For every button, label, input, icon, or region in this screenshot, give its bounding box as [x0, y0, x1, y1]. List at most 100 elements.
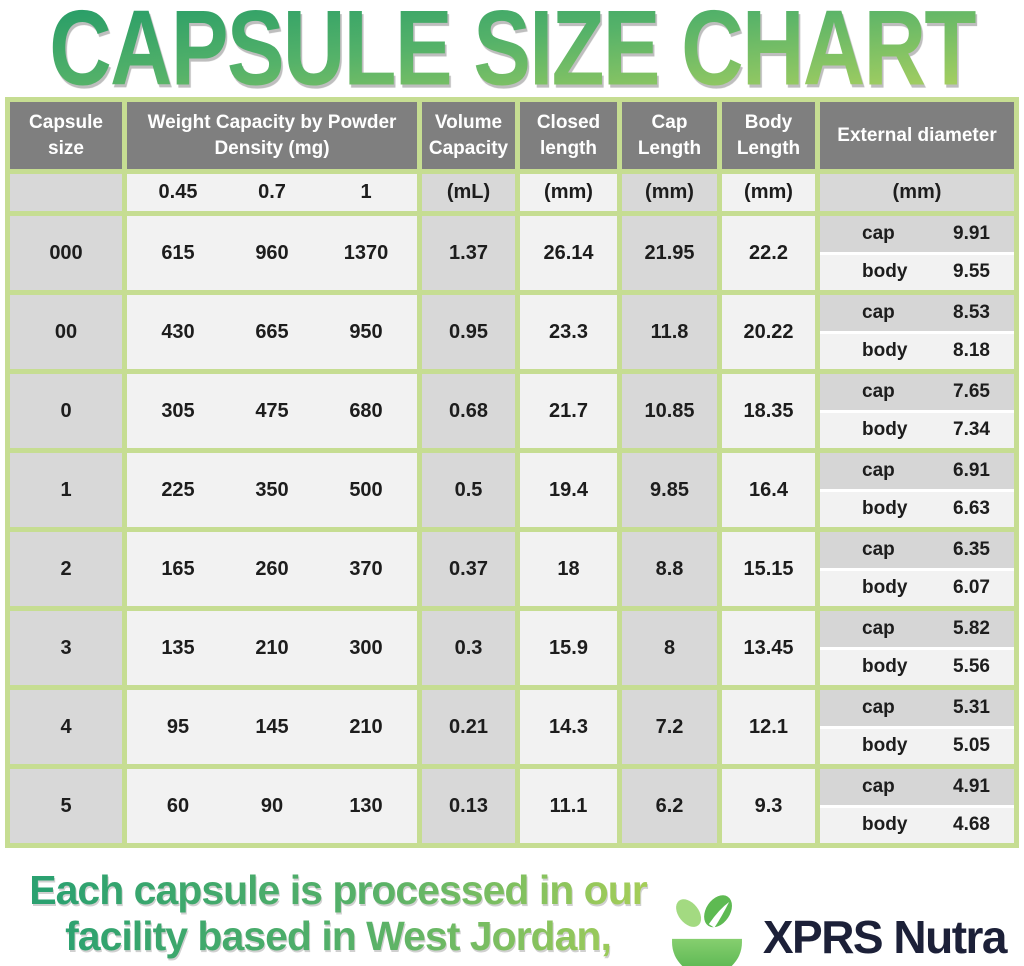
- weight-at-0.45-value: 165: [161, 557, 195, 580]
- capsule-size-value: 5: [10, 769, 122, 843]
- units-body: (mm): [722, 174, 815, 211]
- volume-capacity-value: 0.37: [422, 532, 515, 606]
- volume-capacity-value: 0.13: [422, 769, 515, 843]
- weight-at-0.45-value: 95: [166, 715, 190, 738]
- cap-sublabel: cap: [862, 301, 895, 323]
- external-cap-subrow: cap 9.91: [820, 216, 1014, 252]
- weight-values-cell: 225 350 500: [127, 453, 417, 527]
- body-length-value: 15.15: [722, 532, 815, 606]
- body-sublabel: body: [862, 814, 908, 836]
- external-diameter-cell: cap 5.82 body 5.56: [820, 611, 1014, 685]
- capsule-size-value: 4: [10, 690, 122, 764]
- weight-at-0.7-value: 665: [255, 320, 289, 343]
- external-body-value: 4.68: [953, 814, 990, 836]
- weight-at-0.7-value: 475: [255, 399, 289, 422]
- units-volume: (mL): [422, 174, 515, 211]
- weight-at-1-value: 950: [349, 320, 383, 343]
- units-closed: (mm): [520, 174, 617, 211]
- table-units-row: 0.45 0.7 1 (mL) (mm) (mm) (mm) (mm): [10, 174, 1014, 211]
- weight-at-1-value: 1370: [343, 241, 389, 264]
- body-length-value: 12.1: [722, 690, 815, 764]
- external-cap-value: 9.91: [953, 222, 990, 244]
- closed-length-value: 11.1: [520, 769, 617, 843]
- body-length-value: 16.4: [722, 453, 815, 527]
- table-body: 000 615 960 1370 1.37 26.14 21.95 22.2 c…: [10, 216, 1014, 843]
- weight-at-0.7-value: 260: [255, 557, 289, 580]
- body-length-value: 18.35: [722, 374, 815, 448]
- external-body-value: 9.55: [953, 261, 990, 283]
- external-cap-value: 6.91: [953, 459, 990, 481]
- weight-values-cell: 95 145 210: [127, 690, 417, 764]
- units-density-cell: 0.45 0.7 1: [127, 174, 417, 211]
- external-body-subrow: body 6.07: [820, 570, 1014, 606]
- density-0.45-label: 0.45: [158, 181, 198, 203]
- header-volume-capacity: Volume Capacity: [422, 102, 515, 169]
- external-body-subrow: body 8.18: [820, 333, 1014, 369]
- body-sublabel: body: [862, 340, 908, 362]
- external-body-value: 5.56: [953, 656, 990, 678]
- weight-at-1-value: 130: [349, 794, 383, 817]
- table-row: 000 615 960 1370 1.37 26.14 21.95 22.2 c…: [10, 216, 1014, 290]
- external-cap-subrow: cap 5.31: [820, 690, 1014, 726]
- weight-at-0.7-value: 960: [255, 241, 289, 264]
- body-sublabel: body: [862, 577, 908, 599]
- cap-sublabel: cap: [862, 538, 895, 560]
- external-cap-subrow: cap 8.53: [820, 295, 1014, 331]
- density-0.7-label: 0.7: [258, 181, 286, 203]
- body-sublabel: body: [862, 419, 908, 441]
- closed-length-value: 23.3: [520, 295, 617, 369]
- external-body-value: 8.18: [953, 340, 990, 362]
- external-diameter-cell: cap 5.31 body 5.05: [820, 690, 1014, 764]
- units-cap: (mm): [622, 174, 717, 211]
- capsule-size-value: 0: [10, 374, 122, 448]
- external-diameter-cell: cap 8.53 body 8.18: [820, 295, 1014, 369]
- external-cap-value: 4.91: [953, 775, 990, 797]
- external-diameter-cell: cap 6.35 body 6.07: [820, 532, 1014, 606]
- capsule-size-value: 1: [10, 453, 122, 527]
- external-body-subrow: body 5.56: [820, 649, 1014, 685]
- body-sublabel: body: [862, 656, 908, 678]
- weight-at-1-value: 300: [349, 636, 383, 659]
- cap-length-value: 8.8: [622, 532, 717, 606]
- volume-capacity-value: 0.21: [422, 690, 515, 764]
- capsule-size-value: 2: [10, 532, 122, 606]
- table-row: 0 305 475 680 0.68 21.7 10.85 18.35 cap …: [10, 374, 1014, 448]
- cap-length-value: 11.8: [622, 295, 717, 369]
- table-row: 4 95 145 210 0.21 14.3 7.2 12.1 cap 5.31: [10, 690, 1014, 764]
- header-weight-capacity: Weight Capacity by Powder Density (mg): [127, 102, 417, 169]
- external-body-subrow: body 4.68: [820, 807, 1014, 843]
- footer-tagline: Each capsule is processed in our facilit…: [18, 868, 658, 966]
- weight-at-1-value: 500: [349, 478, 383, 501]
- body-length-value: 20.22: [722, 295, 815, 369]
- weight-at-0.7-value: 145: [255, 715, 289, 738]
- external-diameter-cell: cap 7.65 body 7.34: [820, 374, 1014, 448]
- title-area: CAPSULE SIZE CHART: [0, 0, 1024, 101]
- cap-sublabel: cap: [862, 380, 895, 402]
- cap-length-value: 8: [622, 611, 717, 685]
- closed-length-value: 15.9: [520, 611, 617, 685]
- table-row: 3 135 210 300 0.3 15.9 8 13.45 cap 5.82: [10, 611, 1014, 685]
- volume-capacity-value: 1.37: [422, 216, 515, 290]
- table-row: 00 430 665 950 0.95 23.3 11.8 20.22 cap …: [10, 295, 1014, 369]
- cap-length-value: 10.85: [622, 374, 717, 448]
- header-closed-length: Closed length: [520, 102, 617, 169]
- external-cap-value: 5.31: [953, 696, 990, 718]
- weight-at-0.45-value: 60: [166, 794, 190, 817]
- closed-length-value: 18: [520, 532, 617, 606]
- tagline-line-2: facility based in West Jordan, Utah: [65, 912, 611, 959]
- weight-at-0.7-value: 90: [260, 794, 284, 817]
- external-body-subrow: body 6.63: [820, 491, 1014, 527]
- table-row: 5 60 90 130 0.13 11.1 6.2 9.3 cap 4.91: [10, 769, 1014, 843]
- cap-sublabel: cap: [862, 222, 895, 244]
- volume-capacity-value: 0.3: [422, 611, 515, 685]
- volume-capacity-value: 0.95: [422, 295, 515, 369]
- header-body-length: Body Length: [722, 102, 815, 169]
- external-body-subrow: body 9.55: [820, 254, 1014, 290]
- weight-at-1-value: 680: [349, 399, 383, 422]
- body-sublabel: body: [862, 261, 908, 283]
- weight-at-1-value: 210: [349, 715, 383, 738]
- header-capsule-size: Capsule size: [10, 102, 122, 169]
- cap-length-value: 7.2: [622, 690, 717, 764]
- cap-length-value: 9.85: [622, 453, 717, 527]
- cap-sublabel: cap: [862, 696, 895, 718]
